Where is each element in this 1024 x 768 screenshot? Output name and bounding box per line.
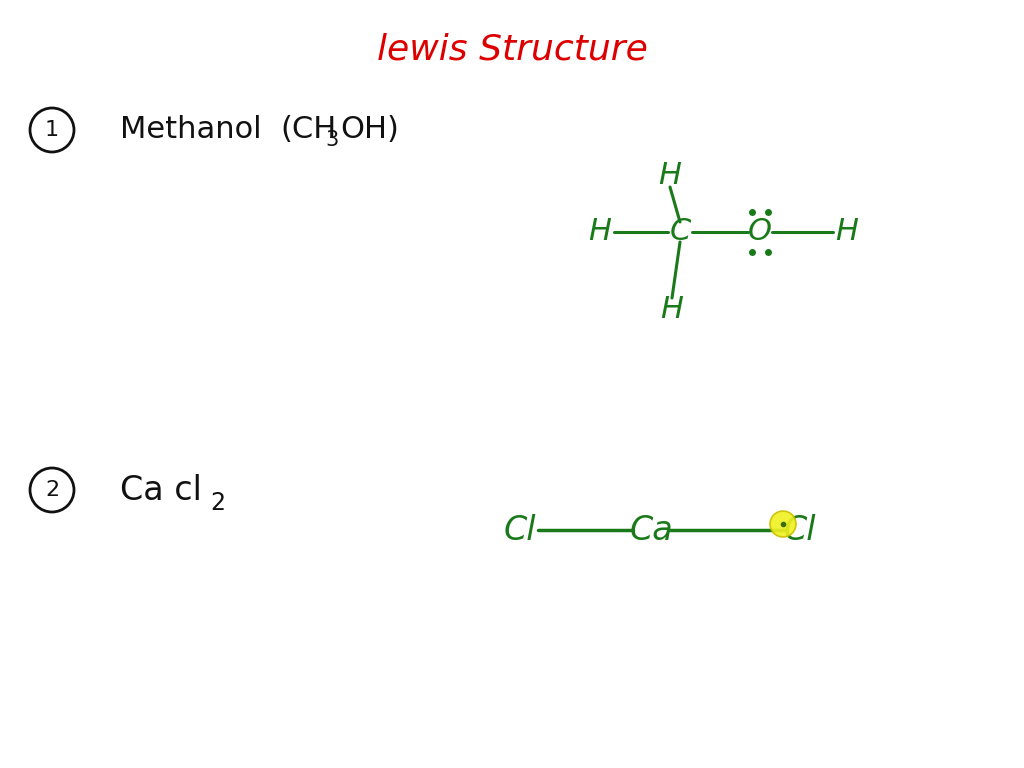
Text: Ca: Ca [629,514,673,547]
Text: O: O [748,217,772,247]
Text: Cl: Cl [783,514,816,547]
Text: H: H [658,161,681,190]
Text: OH): OH) [340,115,399,144]
Text: 1: 1 [45,120,59,140]
Text: 2: 2 [210,491,225,515]
Text: C: C [670,217,690,247]
Text: Cl: Cl [504,514,537,547]
Text: H: H [660,296,683,325]
Text: H: H [836,217,858,247]
Text: Methanol: Methanol [120,115,261,144]
Text: 3: 3 [325,130,338,150]
Text: lewis Structure: lewis Structure [377,33,647,67]
Text: Ca cl: Ca cl [120,474,202,507]
Circle shape [770,511,796,537]
Text: H: H [589,217,611,247]
Text: 2: 2 [45,480,59,500]
Text: (CH: (CH [280,115,336,144]
